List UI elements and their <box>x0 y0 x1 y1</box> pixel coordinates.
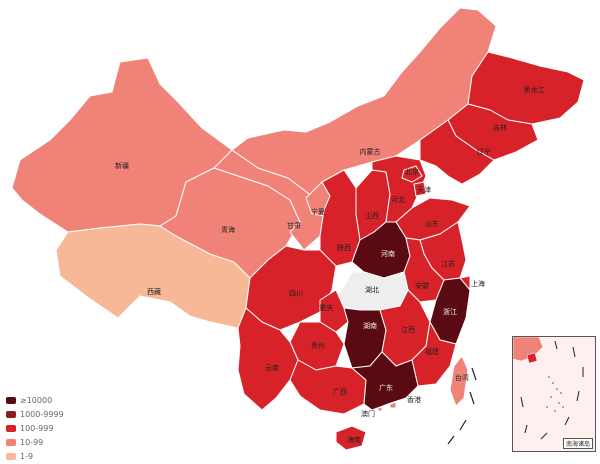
province-shaanxi[interactable] <box>319 169 361 267</box>
province-hainan[interactable] <box>335 425 367 451</box>
legend-item-1000-9999[interactable]: 1000-9999 <box>6 408 64 420</box>
inset-hainan <box>526 352 538 364</box>
legend-label: 100-999 <box>20 423 54 433</box>
label-yunnan: 云南 <box>265 363 279 372</box>
label-hainan: 海南 <box>347 435 361 444</box>
label-ningxia: 宁夏 <box>311 207 325 216</box>
label-guangxi: 广西 <box>333 387 347 396</box>
label-sichuan: 四川 <box>289 290 303 298</box>
label-anhui: 安徽 <box>415 281 429 290</box>
legend-label: 10-99 <box>20 437 44 447</box>
label-qinghai: 青海 <box>221 225 235 234</box>
legend-item-1-9[interactable]: 1-9 <box>6 450 64 462</box>
label-guizhou: 贵州 <box>311 341 325 350</box>
label-shanxi: 山西 <box>365 211 379 220</box>
label-shanghai: 上海 <box>471 279 485 288</box>
legend-swatch <box>6 396 16 404</box>
province-guangdong[interactable] <box>351 351 419 411</box>
legend-swatch <box>6 424 16 432</box>
label-xizang: 西藏 <box>147 287 161 296</box>
province-tianjin[interactable] <box>413 181 427 197</box>
province-yunnan[interactable] <box>237 307 299 411</box>
label-heilongjiang: 黑龙江 <box>524 85 545 94</box>
label-hubei: 湖北 <box>365 285 379 294</box>
province-liaoning[interactable] <box>419 119 495 185</box>
label-tianjin: 天津 <box>417 186 431 194</box>
label-hunan: 湖南 <box>363 321 377 330</box>
legend-item-10-99[interactable]: 10-99 <box>6 436 64 448</box>
label-liaoning: 辽宁 <box>477 147 491 156</box>
label-shandong: 山东 <box>425 219 439 228</box>
label-henan: 河南 <box>381 249 395 258</box>
label-guangdong: 广东 <box>379 383 393 392</box>
legend-label: 1000-9999 <box>20 409 64 419</box>
province-aomen[interactable] <box>377 406 383 412</box>
legend-swatch <box>6 410 16 418</box>
label-shaanxi: 陕西 <box>337 243 351 252</box>
inset-map <box>512 336 584 440</box>
label-chongqing: 重庆 <box>319 303 333 312</box>
province-xianggang[interactable] <box>389 401 397 409</box>
label-hebei: 河北 <box>391 196 405 204</box>
label-zhejiang: 浙江 <box>443 307 457 316</box>
label-gansu: 甘肃 <box>287 221 301 230</box>
label-aomen: 澳门 <box>361 409 375 418</box>
label-taiwan: 台湾 <box>455 373 469 382</box>
province-beijing[interactable] <box>401 165 423 183</box>
inset-dashes <box>520 340 584 440</box>
legend-item-gte10000[interactable]: ≥10000 <box>6 394 64 406</box>
label-fujian: 福建 <box>425 347 439 356</box>
legend-item-100-999[interactable]: 100-999 <box>6 422 64 434</box>
label-jilin: 吉林 <box>493 123 507 132</box>
label-xianggang: 香港 <box>407 395 421 404</box>
south-china-sea-inset: 南海诸岛 <box>512 336 596 452</box>
legend-swatch <box>6 438 16 446</box>
label-xinjiang: 新疆 <box>115 161 129 170</box>
label-jiangsu: 江苏 <box>441 259 455 268</box>
label-jiangxi: 江西 <box>401 326 415 334</box>
inset-label: 南海诸岛 <box>562 438 593 449</box>
label-neimenggu: 内蒙古 <box>360 147 381 156</box>
province-taiwan[interactable] <box>449 355 469 407</box>
legend-label: ≥10000 <box>20 395 53 405</box>
inset-islands <box>546 376 564 412</box>
legend-swatch <box>6 452 16 460</box>
label-beijing: 北京 <box>405 167 419 176</box>
boundary-dashes <box>447 367 477 445</box>
legend: ≥10000 1000-9999 100-999 10-99 1-9 <box>6 394 64 464</box>
legend-label: 1-9 <box>20 451 34 461</box>
